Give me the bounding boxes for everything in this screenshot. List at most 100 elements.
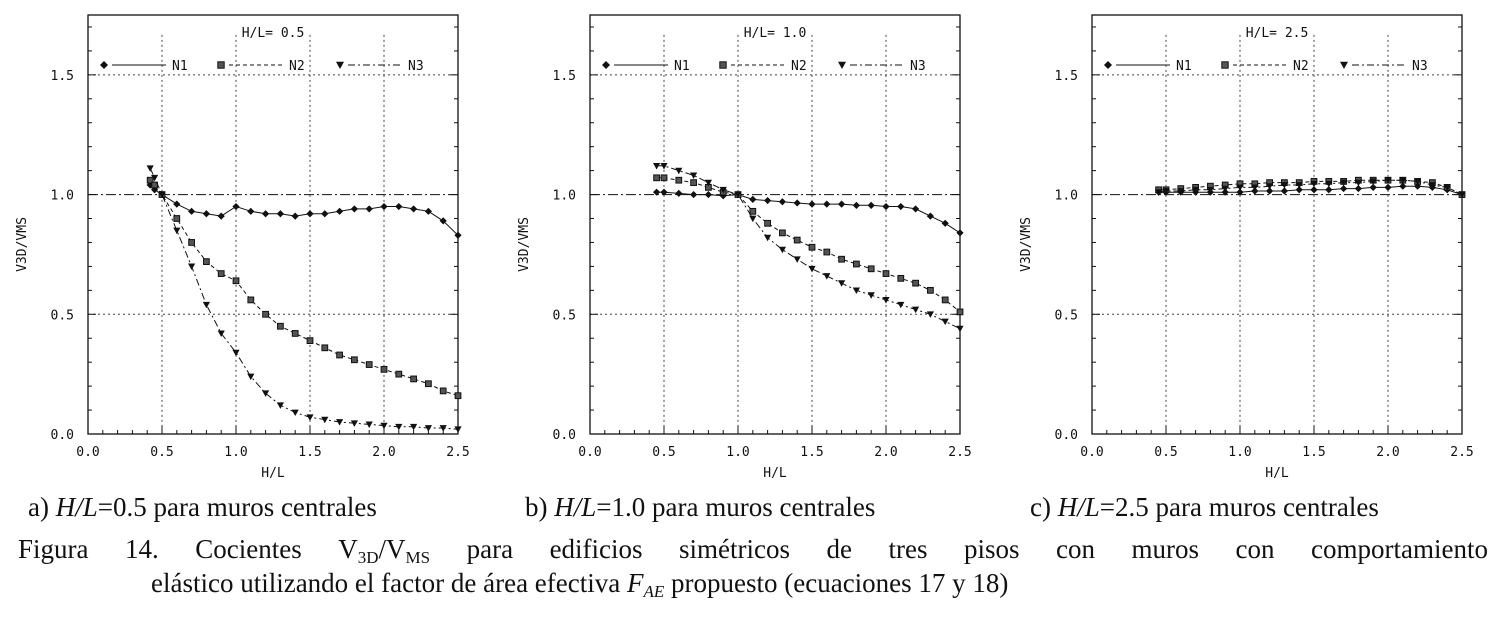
- data-point-n3: [1458, 191, 1466, 199]
- data-point-n2: [439, 387, 447, 395]
- data-point-n2: [853, 260, 860, 268]
- subcaption-b: b) H/L=1.0 para muros centrales: [525, 492, 875, 523]
- caption-line-2: elástico utilizando el factor de área ef…: [0, 566, 1500, 600]
- data-point-n2: [838, 255, 845, 263]
- data-point-n3: [202, 301, 210, 309]
- data-point-n3: [291, 409, 299, 417]
- data-point-n1: [1325, 186, 1333, 194]
- legend-label: N1: [172, 59, 188, 74]
- data-point-n3: [793, 256, 801, 263]
- x-tick-label: 0.5: [1154, 445, 1177, 460]
- data-point-n1: [321, 210, 329, 218]
- caption-line-1: Figura 14. Cocientes V3D/VMS para edific…: [0, 532, 1500, 566]
- y-tick-label: 1.5: [51, 69, 74, 84]
- data-point-n2: [764, 219, 771, 227]
- data-point-n3: [1236, 184, 1244, 191]
- caption-ratio-slash: /V: [378, 534, 406, 564]
- data-point-n1: [956, 229, 964, 237]
- data-point-n1: [380, 202, 388, 211]
- data-point-n3: [1310, 180, 1318, 188]
- data-point-n1: [882, 202, 890, 211]
- legend-item-n3: N3: [336, 59, 424, 74]
- y-tick-label: 0.0: [51, 428, 74, 443]
- data-point-n1: [410, 205, 418, 213]
- legend-marker: [1104, 61, 1112, 69]
- data-point-n2: [867, 265, 875, 273]
- subcaption-c: c) H/L=2.5 para muros centrales: [1030, 492, 1379, 523]
- data-point-n1: [793, 199, 801, 207]
- data-point-n1: [808, 200, 816, 208]
- data-point-n3: [882, 297, 890, 304]
- x-tick-label: 2.0: [874, 445, 897, 460]
- legend-item-n2: N2: [1221, 59, 1309, 74]
- data-point-n1: [336, 207, 344, 215]
- data-point-n1: [1340, 184, 1348, 193]
- data-point-n1: [202, 210, 210, 218]
- data-point-n2: [188, 239, 195, 246]
- figure-caption: Figura 14. Cocientes V3D/VMS para edific…: [0, 532, 1500, 600]
- series-line-n2: [149, 179, 459, 397]
- data-point-n3: [1325, 180, 1333, 188]
- caption-word: Figura: [18, 534, 89, 564]
- data-point-n1: [1354, 184, 1362, 193]
- legend-marker: [336, 61, 344, 69]
- caption-ratio: V3D/VMS: [338, 532, 430, 566]
- legend-label: N3: [910, 59, 926, 74]
- series-line-n2: [656, 177, 961, 313]
- y-tick-label: 1.0: [553, 189, 576, 204]
- x-axis-label: H/L: [763, 466, 787, 481]
- data-point-n3: [1266, 183, 1274, 190]
- x-tick-label: 2.0: [1376, 445, 1399, 460]
- data-point-n1: [1236, 188, 1244, 196]
- legend-marker: [719, 61, 727, 69]
- subcaption-a-ratio: H/L: [55, 492, 98, 522]
- data-point-n2: [277, 322, 284, 330]
- x-tick-label: 0.0: [578, 445, 601, 460]
- caption-word: simétricos: [679, 534, 791, 564]
- data-point-n2: [262, 310, 269, 318]
- data-point-n2: [941, 296, 949, 304]
- data-point-n3: [1280, 182, 1288, 189]
- data-point-n1: [912, 205, 920, 213]
- data-point-n1: [653, 188, 661, 196]
- caption-ratio-sub-3d: 3D: [357, 548, 379, 567]
- data-point-n1: [365, 205, 373, 213]
- caption-word: tres: [888, 534, 928, 564]
- data-point-n3: [867, 292, 875, 299]
- caption-word: Cocientes: [195, 534, 302, 564]
- y-axis-label: V3D/VMS: [517, 217, 532, 272]
- data-point-n2: [912, 279, 919, 287]
- series-n3: [1155, 177, 1466, 199]
- x-tick-label: 1.5: [298, 445, 321, 460]
- caption-word: para: [466, 534, 514, 564]
- plot-frame: [87, 14, 459, 435]
- caption-line-2-end: propuesto (ecuaciones 17 y 18): [664, 568, 1009, 598]
- data-point-n3: [823, 273, 831, 280]
- x-tick-label: 1.0: [1228, 445, 1251, 460]
- data-point-n1: [764, 196, 772, 205]
- data-point-n1: [439, 217, 447, 225]
- data-point-n1: [1384, 183, 1392, 191]
- data-point-n1: [424, 207, 432, 215]
- legend-item-n1: N1: [1104, 59, 1192, 74]
- chart-panel-1: 0.0 0.5 1.0 1.5 2.0 2.5 0.0 0.5 1.0 1.5 H/L V3D/VMS…: [15, 14, 470, 481]
- data-point-n3: [188, 263, 196, 270]
- caption-word: con: [1056, 534, 1096, 564]
- data-point-n3: [941, 318, 949, 326]
- data-point-n2: [217, 270, 225, 277]
- data-point-n3: [764, 234, 772, 242]
- series-line-n2: [1158, 179, 1463, 196]
- data-point-n1: [749, 195, 757, 203]
- data-point-n2: [380, 365, 388, 373]
- data-point-n3: [380, 422, 388, 430]
- legend-label: N1: [1176, 59, 1192, 74]
- data-point-n1: [675, 189, 683, 197]
- subcaption-a: a) H/L=0.5 para muros centrales: [28, 492, 377, 523]
- subcaption-b-ratio: H/L: [554, 492, 597, 522]
- data-point-n1: [690, 190, 698, 199]
- data-point-n3: [926, 311, 934, 318]
- data-point-n3: [173, 227, 181, 235]
- data-point-n1: [778, 198, 786, 206]
- series-n1: [653, 188, 964, 237]
- data-point-n3: [1295, 182, 1303, 189]
